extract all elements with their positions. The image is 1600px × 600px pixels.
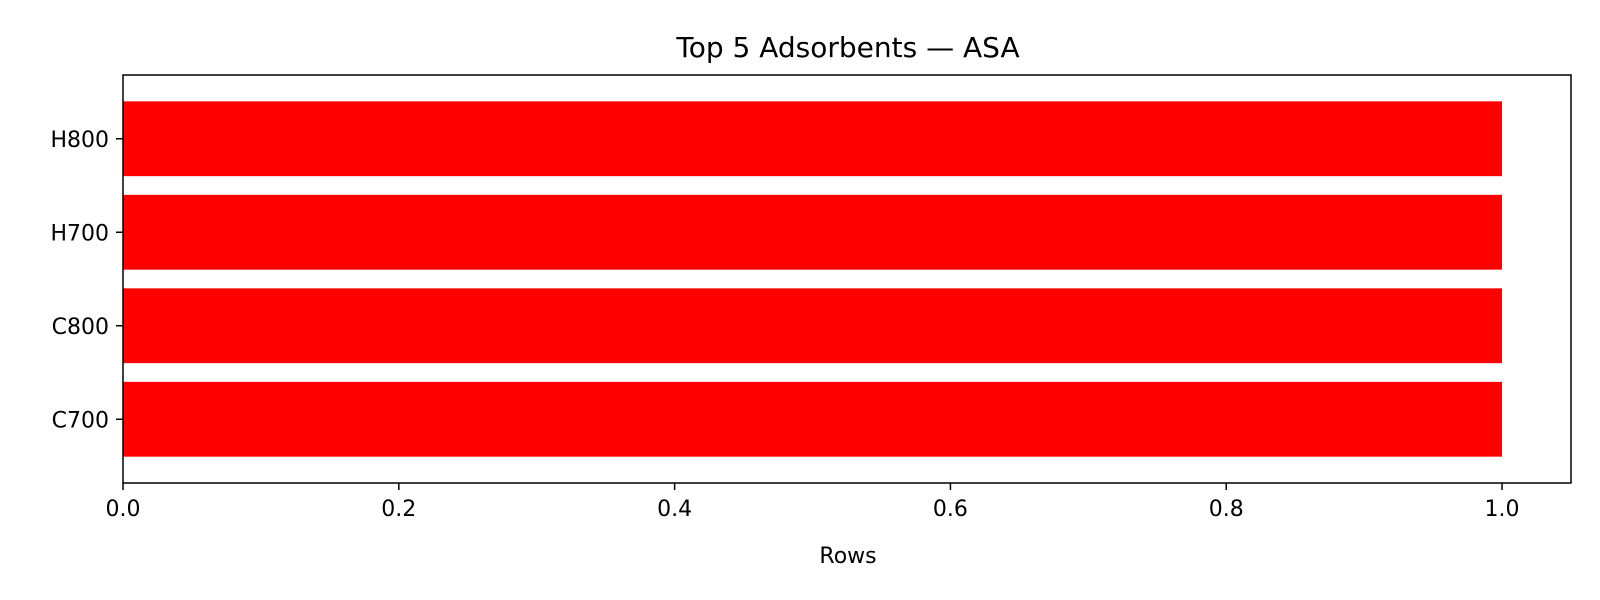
y-tick-label: H700 [50, 221, 109, 246]
y-tick-label: H800 [50, 128, 109, 153]
bar-h700 [123, 194, 1503, 270]
x-tick-label: 0.4 [657, 497, 692, 522]
x-tick-label: 0.6 [933, 497, 968, 522]
x-tick-label: 0.0 [106, 497, 141, 522]
y-axis-ticks: C700 C800 H700 H800 [50, 128, 123, 433]
x-axis-label: Rows [819, 544, 876, 569]
y-tick-label: C800 [52, 315, 109, 340]
y-tick-label: C700 [52, 408, 109, 433]
bar-h800 [123, 101, 1503, 177]
plot-frame [122, 74, 1572, 484]
bar-c700 [123, 381, 1503, 457]
bars-group [123, 101, 1503, 457]
chart-title: Top 5 Adsorbents — ASA [675, 31, 1019, 64]
x-tick-label: 0.8 [1209, 497, 1244, 522]
x-tick-label: 0.2 [381, 497, 416, 522]
bar-c800 [123, 288, 1503, 364]
x-axis-ticks: 0.0 0.2 0.4 0.6 0.8 1.0 [106, 483, 1520, 522]
x-tick-label: 1.0 [1485, 497, 1520, 522]
